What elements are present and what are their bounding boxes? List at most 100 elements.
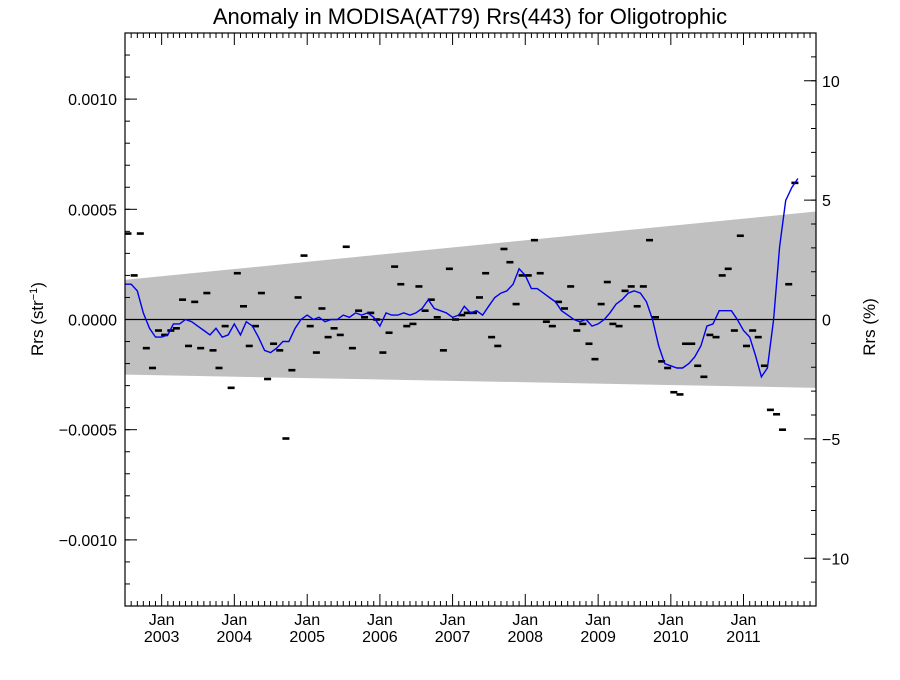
anomaly-point (463, 311, 471, 315)
anomaly-point (124, 232, 132, 235)
anomaly-point (542, 320, 550, 324)
anomaly-point (682, 342, 690, 346)
anomaly-point (785, 282, 793, 286)
left-y-ticks: 0.0010 0.0005 0.0000 −0.0005 −0.0010 (59, 54, 137, 585)
x-tick-label-month: Jan (294, 612, 320, 629)
x-tick-label-month: Jan (149, 612, 175, 629)
anomaly-point (330, 327, 338, 330)
anomaly-point (688, 342, 696, 346)
anomaly-point (415, 285, 423, 288)
anomaly-point (324, 335, 332, 339)
anomaly-point (342, 245, 350, 249)
anomaly-point (203, 291, 211, 295)
anomaly-point (639, 285, 647, 288)
anomaly-point (597, 302, 605, 306)
anomaly-point (294, 296, 302, 299)
anomaly-point (536, 271, 544, 275)
anomaly-point (385, 331, 393, 335)
anomaly-point (221, 324, 229, 328)
anomaly-point (148, 366, 156, 370)
anomaly-point (518, 274, 526, 277)
anomaly-point (373, 318, 381, 321)
anomaly-point (482, 271, 490, 275)
anomaly-point (452, 318, 460, 321)
anomaly-point (658, 360, 666, 363)
anomaly-point (336, 333, 344, 337)
right-y-axis-label: Rrs (%) (860, 298, 879, 356)
anomaly-point (609, 322, 617, 326)
anomaly-point (154, 329, 162, 332)
right-y-tick-label: −5 (822, 432, 840, 449)
anomaly-point (270, 342, 278, 346)
x-major-ticks: Jan2003Jan2004Jan2005Jan2006Jan2007Jan20… (144, 33, 761, 646)
anomaly-point (288, 368, 296, 372)
left-y-tick-label: −0.0005 (59, 423, 117, 440)
anomaly-point (494, 344, 502, 348)
x-tick-label-year: 2009 (580, 629, 616, 646)
anomaly-point (700, 375, 708, 379)
x-tick-label-month: Jan (221, 612, 247, 629)
left-y-axis-label: Rrs (str−1) (28, 282, 47, 356)
anomaly-point (421, 309, 429, 312)
anomaly-point (706, 333, 714, 337)
confidence-band (125, 211, 816, 388)
anomaly-point (215, 366, 223, 370)
x-tick-label-year: 2007 (435, 629, 471, 646)
anomaly-point (427, 298, 435, 301)
anomaly-point (458, 313, 466, 317)
anomaly-point (445, 267, 453, 271)
anomaly-point (573, 329, 581, 332)
anomaly-point (379, 351, 387, 354)
anomaly-point (300, 254, 308, 257)
x-tick-label-month: Jan (367, 612, 393, 629)
anomaly-point (185, 344, 193, 348)
anomaly-point (197, 346, 205, 350)
anomaly-point (560, 307, 568, 310)
anomaly-point (488, 335, 496, 339)
anomaly-point (506, 260, 514, 264)
anomaly-point (348, 346, 356, 350)
anomaly-point (227, 386, 235, 390)
anomaly-point (312, 351, 320, 354)
x-tick-label-month: Jan (658, 612, 684, 629)
x-tick-label-year: 2011 (726, 629, 761, 646)
anomaly-point (743, 344, 751, 348)
anomaly-point (633, 304, 641, 308)
anomaly-point (718, 274, 726, 277)
anomaly-point (130, 274, 138, 277)
x-tick-label-month: Jan (512, 612, 538, 629)
chart-title: Anomaly in MODISA(AT79) Rrs(443) for Oli… (213, 4, 727, 29)
anomaly-point (361, 315, 369, 319)
anomaly-point (670, 390, 678, 394)
anomaly-point (730, 329, 738, 332)
running-mean-line (125, 178, 799, 379)
anomaly-point (779, 428, 787, 431)
anomaly-point (355, 309, 363, 312)
anomaly-point (172, 327, 180, 330)
anomaly-point (615, 324, 623, 328)
left-y-tick-label: −0.0010 (59, 533, 117, 550)
anomaly-point (530, 238, 538, 242)
anomaly-point (512, 302, 520, 306)
anomaly-point (627, 285, 635, 288)
anomaly-point (276, 349, 284, 352)
anomaly-point (585, 342, 593, 346)
anomaly-point (306, 324, 314, 328)
anomaly-point (694, 364, 702, 368)
x-minor-ticks (124, 33, 811, 606)
anomaly-point (475, 296, 483, 299)
x-tick-label-month: Jan (731, 612, 757, 629)
right-y-ticks: 10 5 0 −5 −10 (804, 56, 849, 583)
anomaly-point (433, 315, 441, 319)
anomaly-point (179, 298, 187, 301)
anomaly-point (403, 324, 411, 328)
anomaly-point (500, 247, 508, 251)
x-tick-label-year: 2010 (653, 629, 689, 646)
anomaly-point (579, 322, 587, 326)
anomaly-point (603, 280, 611, 284)
x-tick-label-year: 2003 (144, 629, 180, 646)
anomaly-point (676, 393, 684, 396)
anomaly-point (191, 300, 199, 304)
x-tick-label-year: 2008 (507, 629, 543, 646)
